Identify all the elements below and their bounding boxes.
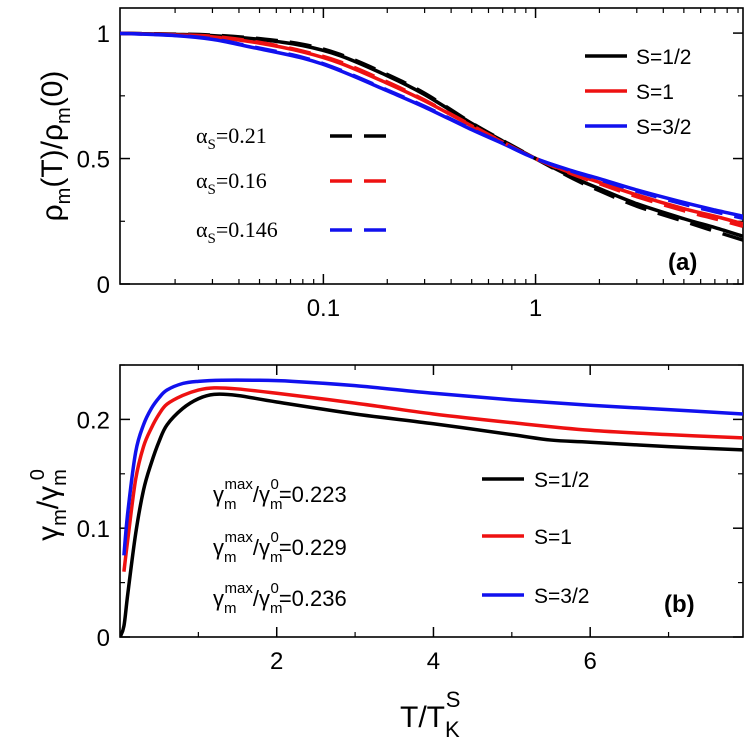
axis-ticks-b: 2 4 6 0 0.1 0.2 xyxy=(77,364,743,675)
annotations-b: γmmax/γm0=0.223 γmmax/γm0=0.229 γmmax/γm… xyxy=(213,476,347,617)
series-line-s-1-2 xyxy=(120,392,743,637)
legend-label-b-s12: S=1/2 xyxy=(534,469,589,492)
series-group-b xyxy=(120,378,743,637)
gamma-max-annotation-s1: γmmax/γm0=0.229 xyxy=(213,529,347,566)
legend-entry: S=3/2 xyxy=(585,116,691,139)
series-line-s-1-2 xyxy=(120,31,743,238)
series-group-a xyxy=(120,31,743,242)
y-tick-label: 0 xyxy=(97,272,110,299)
x-axis-label-b: T/TKS xyxy=(400,687,460,742)
legend-entry: S=1 xyxy=(482,526,572,549)
y-tick-label: 0.5 xyxy=(77,147,110,174)
legend-solid-a: S=1/2 S=1 S=3/2 xyxy=(585,46,691,139)
y-axis-label-b: γm/γm0 xyxy=(27,469,71,541)
legend-entry: αS=0.21 xyxy=(196,123,387,153)
legend-entry: S=1/2 xyxy=(585,46,691,69)
y-tick-label: 0.2 xyxy=(77,407,110,434)
y-axis-label-a: ρm(T)/ρm(0) xyxy=(36,71,75,222)
panel-label-b: (b) xyxy=(664,591,695,618)
legend-entry: αS=0.146 xyxy=(196,217,387,247)
x-tick-label: 4 xyxy=(427,648,440,675)
legend-entry: S=3/2 xyxy=(482,585,589,608)
panel-label-a: (a) xyxy=(668,249,697,276)
x-tick-label: 0.1 xyxy=(307,295,340,322)
series-line--s-0-16 xyxy=(120,31,743,228)
axis-ticks-a: 0.1 1 0 0.5 1 xyxy=(77,8,743,322)
x-tick-label: 2 xyxy=(270,648,283,675)
legend-label-s1: S=1 xyxy=(636,81,674,104)
legend-b: S=1/2 S=1 S=3/2 xyxy=(482,469,589,608)
legend-label-alpha-016: αS=0.16 xyxy=(196,168,267,198)
legend-label-b-s1: S=1 xyxy=(534,526,572,549)
panel-a: 0.1 1 0 0.5 1 ρm(T)/ρm(0) S=1/2 S=1 S=3/2 αS… xyxy=(36,7,744,322)
legend-label-alpha-021: αS=0.21 xyxy=(196,123,267,153)
legend-label-b-s32: S=3/2 xyxy=(534,585,589,608)
plot-frame-b xyxy=(119,364,744,638)
legend-label-s12: S=1/2 xyxy=(636,46,691,69)
legend-label-s32: S=3/2 xyxy=(636,116,691,139)
x-tick-label: 6 xyxy=(584,648,597,675)
x-tick-label: 1 xyxy=(529,295,542,322)
y-tick-label: 0.1 xyxy=(77,516,110,543)
series-line-s-3-2 xyxy=(122,378,743,556)
gamma-max-annotation-s32: γmmax/γm0=0.236 xyxy=(213,580,347,617)
legend-entry: S=1/2 xyxy=(482,469,589,492)
legend-entry: S=1 xyxy=(585,81,674,104)
y-tick-label: 0 xyxy=(97,625,110,652)
legend-label-alpha-0146: αS=0.146 xyxy=(196,217,278,247)
gamma-max-annotation-s12: γmmax/γm0=0.223 xyxy=(213,476,347,513)
y-tick-label: 1 xyxy=(97,21,110,48)
legend-entry: αS=0.16 xyxy=(196,168,387,198)
series-line-s-1 xyxy=(122,386,743,572)
plot-frame-a xyxy=(119,7,744,285)
panel-b: 2 4 6 0 0.1 0.2 γm/γm0 T/TKS γmmax/γm0=0.223 … xyxy=(27,364,744,742)
legend-dashed-a: αS=0.21 αS=0.16 αS=0.146 xyxy=(196,123,387,247)
series-line--s-0-146 xyxy=(120,31,743,220)
